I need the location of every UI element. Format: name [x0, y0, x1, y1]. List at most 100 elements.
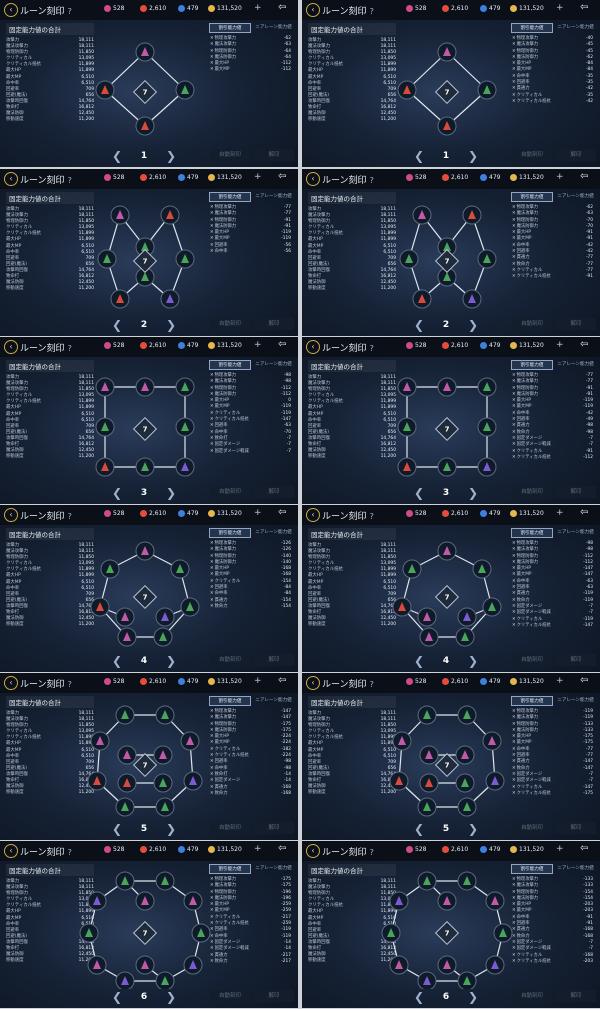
- chevron-right-icon[interactable]: ❯: [468, 990, 479, 1004]
- add-currency-button[interactable]: +: [556, 340, 564, 350]
- exit-door-icon[interactable]: ⇦: [278, 339, 287, 350]
- rune-slot-node[interactable]: [437, 42, 457, 62]
- add-currency-button[interactable]: +: [254, 508, 262, 518]
- auto-engrave-button[interactable]: 自動刻印: [512, 149, 552, 161]
- rune-slot-node[interactable]: [175, 377, 195, 397]
- rune-slot-node[interactable]: [183, 891, 203, 911]
- rune-slot-node[interactable]: [183, 771, 203, 791]
- rune-slot-node[interactable]: [155, 797, 175, 817]
- rune-slot-node[interactable]: [90, 597, 110, 617]
- chevron-right-icon[interactable]: ❯: [166, 149, 177, 163]
- chevron-left-icon[interactable]: ❮: [112, 486, 123, 500]
- rune-slot-node[interactable]: [135, 116, 155, 136]
- tab-discount-ability[interactable]: 割引能力値: [511, 360, 553, 370]
- rune-slot-node[interactable]: [437, 116, 457, 136]
- rune-slot-node[interactable]: [160, 289, 180, 309]
- rune-slot-node[interactable]: [455, 627, 475, 647]
- back-circle-icon[interactable]: ‹: [4, 676, 18, 690]
- rune-slot-node[interactable]: [437, 891, 457, 911]
- tab-nearlane-ability[interactable]: ニアレーン能力値: [255, 698, 292, 703]
- rune-slot-node[interactable]: [175, 80, 195, 100]
- chevron-left-icon[interactable]: ❮: [414, 149, 425, 163]
- rune-slot-node[interactable]: [402, 559, 422, 579]
- rune-slot-node[interactable]: [153, 745, 173, 765]
- back-circle-icon[interactable]: ‹: [4, 340, 18, 354]
- back-circle-icon[interactable]: ‹: [4, 508, 18, 522]
- rune-slot-node[interactable]: [381, 923, 401, 943]
- rune-slot-node[interactable]: [115, 705, 135, 725]
- auto-engrave-button[interactable]: 自動刻印: [512, 654, 552, 666]
- rune-slot-node[interactable]: [160, 205, 180, 225]
- tab-nearlane-ability[interactable]: ニアレーン能力値: [255, 25, 292, 30]
- help-icon[interactable]: ?: [67, 512, 72, 521]
- chevron-right-icon[interactable]: ❯: [468, 318, 479, 332]
- rune-slot-node[interactable]: [455, 745, 475, 765]
- rune-slot-node[interactable]: [100, 559, 120, 579]
- exit-door-icon[interactable]: ⇦: [580, 2, 589, 13]
- rune-slot-node[interactable]: [135, 42, 155, 62]
- rune-slot-node[interactable]: [135, 237, 155, 257]
- auto-engrave-button[interactable]: 自動刻印: [210, 486, 250, 498]
- help-icon[interactable]: ?: [369, 176, 374, 185]
- exit-door-icon[interactable]: ⇦: [278, 843, 287, 854]
- help-icon[interactable]: ?: [67, 176, 72, 185]
- exit-door-icon[interactable]: ⇦: [278, 675, 287, 686]
- tab-nearlane-ability[interactable]: ニアレーン能力値: [557, 25, 594, 30]
- chevron-right-icon[interactable]: ❯: [166, 654, 177, 668]
- rune-slot-node[interactable]: [180, 731, 200, 751]
- rune-slot-node[interactable]: [135, 891, 155, 911]
- rune-slot-node[interactable]: [175, 457, 195, 477]
- rune-slot-node[interactable]: [419, 773, 439, 793]
- rune-slot-node[interactable]: [457, 871, 477, 891]
- release-button[interactable]: 解印: [556, 654, 596, 666]
- back-circle-icon[interactable]: ‹: [4, 844, 18, 858]
- chevron-left-icon[interactable]: ❮: [414, 654, 425, 668]
- rune-slot-node[interactable]: [412, 289, 432, 309]
- back-circle-icon[interactable]: ‹: [306, 3, 320, 17]
- chevron-left-icon[interactable]: ❮: [112, 822, 123, 836]
- rune-slot-node[interactable]: [389, 955, 409, 975]
- help-icon[interactable]: ?: [369, 680, 374, 689]
- rune-slot-node[interactable]: [155, 871, 175, 891]
- tab-discount-ability[interactable]: 割引能力値: [209, 360, 251, 370]
- rune-slot-node[interactable]: [110, 289, 130, 309]
- chevron-right-icon[interactable]: ❯: [468, 654, 479, 668]
- release-button[interactable]: 解印: [556, 318, 596, 330]
- rune-slot-node[interactable]: [412, 205, 432, 225]
- back-circle-icon[interactable]: ‹: [4, 3, 18, 17]
- rune-slot-node[interactable]: [117, 773, 137, 793]
- chevron-left-icon[interactable]: ❮: [414, 486, 425, 500]
- rune-slot-node[interactable]: [95, 377, 115, 397]
- release-button[interactable]: 解印: [254, 318, 294, 330]
- chevron-right-icon[interactable]: ❯: [166, 822, 177, 836]
- rune-slot-node[interactable]: [87, 771, 107, 791]
- tab-discount-ability[interactable]: 割引能力値: [209, 528, 251, 538]
- rune-slot-node[interactable]: [170, 559, 190, 579]
- chevron-right-icon[interactable]: ❯: [468, 149, 479, 163]
- auto-engrave-button[interactable]: 自動刻印: [512, 990, 552, 1002]
- rune-slot-node[interactable]: [183, 955, 203, 975]
- help-icon[interactable]: ?: [369, 7, 374, 16]
- rune-slot-node[interactable]: [135, 955, 155, 975]
- help-icon[interactable]: ?: [369, 848, 374, 857]
- chevron-right-icon[interactable]: ❯: [166, 990, 177, 1004]
- chevron-right-icon[interactable]: ❯: [166, 318, 177, 332]
- rune-slot-node[interactable]: [482, 731, 502, 751]
- help-icon[interactable]: ?: [67, 7, 72, 16]
- rune-slot-node[interactable]: [155, 607, 175, 627]
- rune-slot-node[interactable]: [389, 771, 409, 791]
- chevron-left-icon[interactable]: ❮: [414, 318, 425, 332]
- release-button[interactable]: 解印: [556, 822, 596, 834]
- rune-slot-node[interactable]: [477, 249, 497, 269]
- add-currency-button[interactable]: +: [254, 172, 262, 182]
- rune-slot-node[interactable]: [437, 541, 457, 561]
- tab-nearlane-ability[interactable]: ニアレーン能力値: [557, 866, 594, 871]
- rune-slot-node[interactable]: [175, 249, 195, 269]
- auto-engrave-button[interactable]: 自動刻印: [512, 486, 552, 498]
- rune-slot-node[interactable]: [392, 731, 412, 751]
- rune-slot-node[interactable]: [417, 871, 437, 891]
- tab-nearlane-ability[interactable]: ニアレーン能力値: [255, 194, 292, 199]
- exit-door-icon[interactable]: ⇦: [580, 675, 589, 686]
- rune-slot-node[interactable]: [135, 267, 155, 287]
- rune-slot-node[interactable]: [477, 417, 497, 437]
